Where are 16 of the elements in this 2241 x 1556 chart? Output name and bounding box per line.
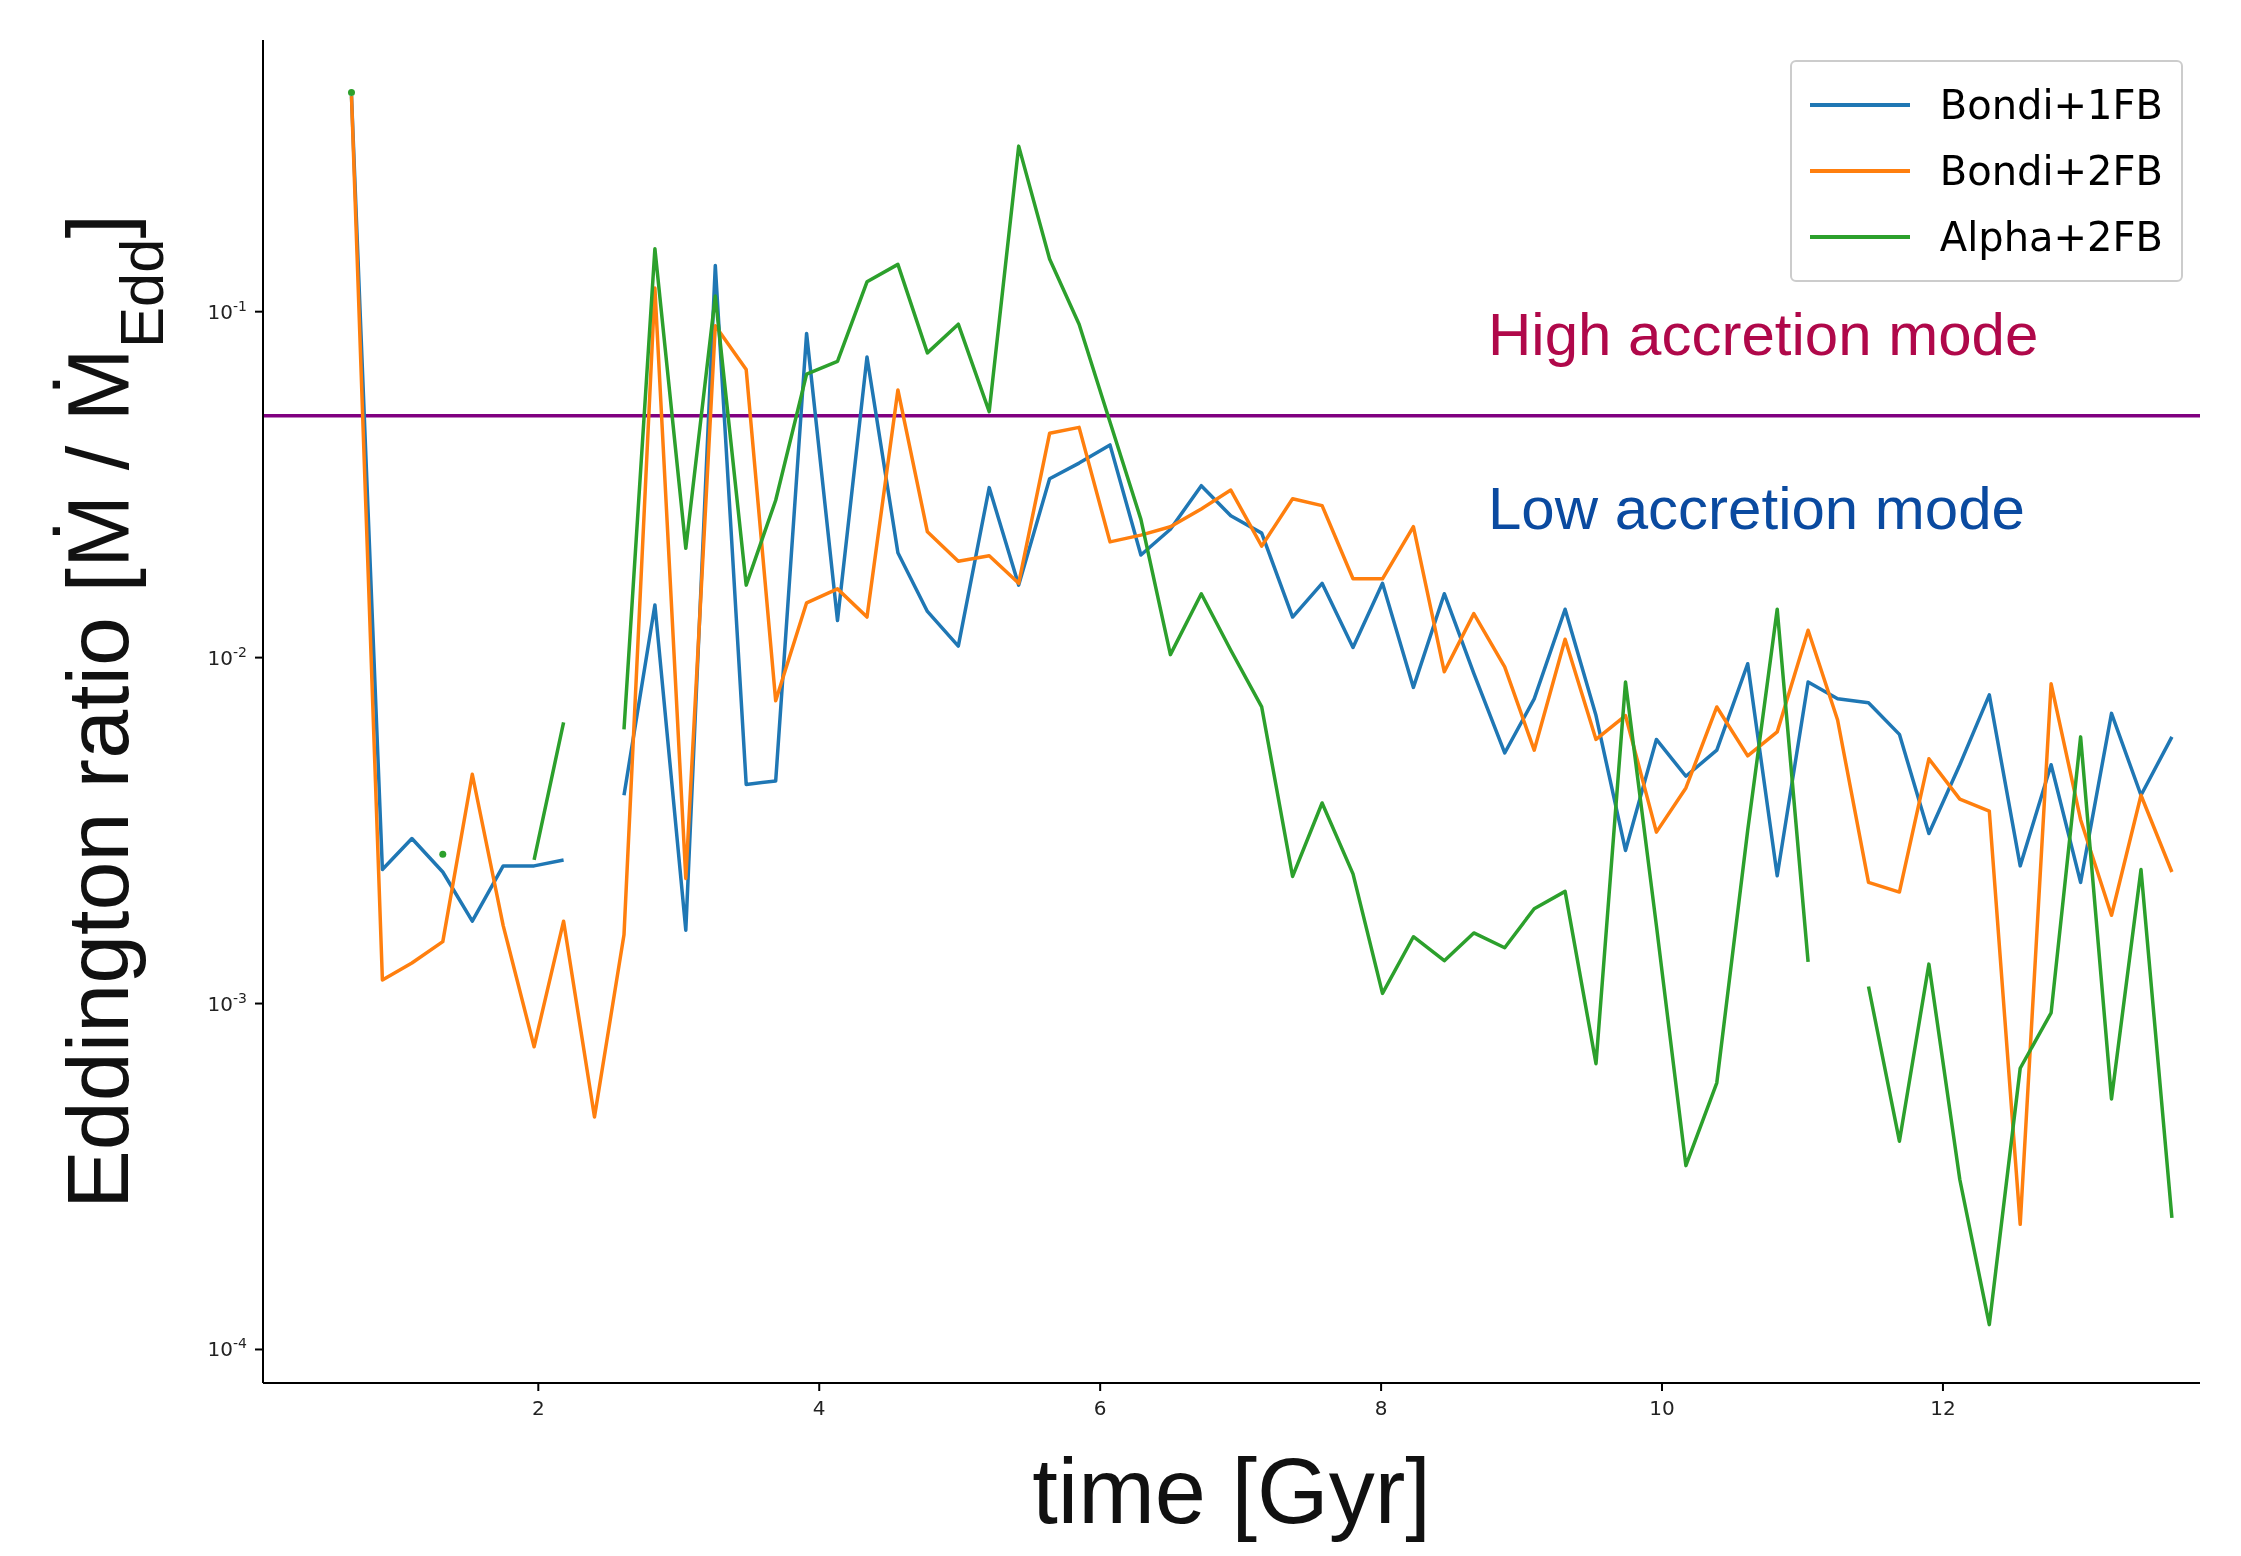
y-tick-label: 10$^{-2}$	[207, 643, 247, 670]
x-tick-label: 6	[1093, 1396, 1107, 1420]
x-tick-label: 10	[1649, 1396, 1675, 1420]
x-tick-label: 12	[1930, 1396, 1956, 1420]
x-tick-label: 4	[812, 1396, 826, 1420]
annotation: Low accretion mode	[1488, 474, 2025, 544]
x-tick-label: 2	[531, 1396, 545, 1420]
legend-label: Bondi+1FB	[1939, 82, 2163, 128]
x-axis-title: time [Gyr]	[1032, 1440, 1431, 1542]
y-tick-label: 10$^{-4}$	[207, 1335, 248, 1362]
y-tick-label: 10$^{-1}$	[207, 297, 247, 324]
legend-label: Bondi+2FB	[1939, 148, 2163, 194]
annotation: High accretion mode	[1488, 300, 2039, 370]
x-tick-label: 8	[1374, 1396, 1388, 1420]
legend-label: Alpha+2FB	[1939, 214, 2163, 260]
y-tick-label: 10$^{-3}$	[207, 989, 247, 1016]
